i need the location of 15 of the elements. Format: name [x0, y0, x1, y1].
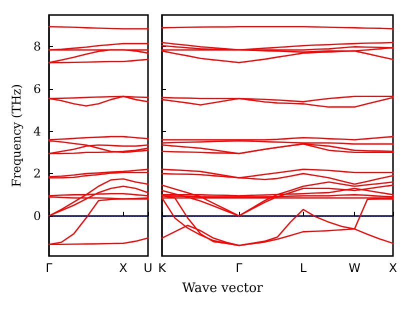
x-tick-label: X — [119, 261, 128, 275]
x-tick-label: U — [144, 261, 152, 275]
y-tick-label: 2 — [33, 166, 41, 181]
x-tick-label: Γ — [46, 261, 53, 275]
x-tick-label: W — [348, 261, 361, 275]
x-tick-label: Γ — [236, 261, 243, 275]
x-tick-label: L — [300, 261, 307, 275]
x-axis-title: Wave vector — [182, 281, 264, 296]
y-tick-label: 6 — [33, 82, 41, 96]
y-tick-label: 4 — [33, 124, 42, 138]
x-tick-label: K — [158, 261, 168, 275]
y-tick-label: 0 — [33, 208, 41, 223]
y-tick-label: 8 — [33, 40, 41, 54]
x-tick-label: X — [388, 261, 398, 275]
y-axis-title: Frequency (THz) — [9, 84, 24, 187]
